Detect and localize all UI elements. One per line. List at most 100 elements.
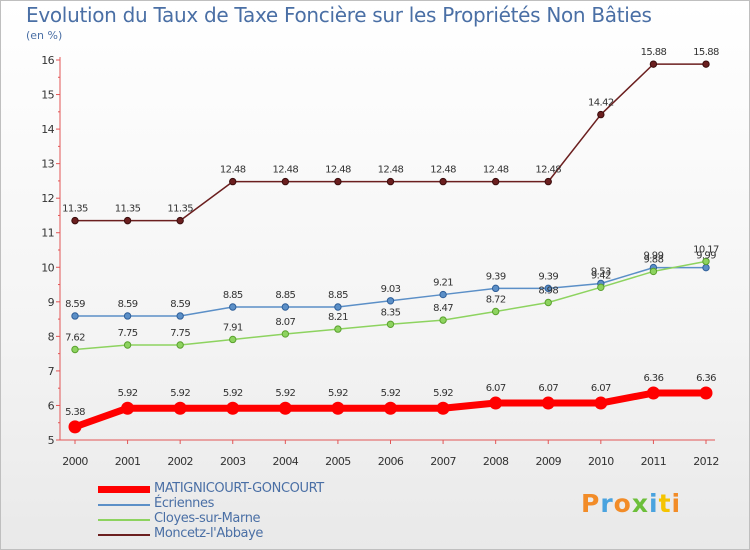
x-tick-label: 2012 <box>693 455 719 468</box>
data-point-cloyes-sur-marne <box>386 320 395 328</box>
data-point-moncetz-l-abbaye <box>281 177 290 186</box>
data-point-moncetz-l-abbaye <box>597 110 605 119</box>
data-label-cloyes-sur-marne: 8.07 <box>275 317 295 328</box>
data-point-criennes <box>439 290 447 299</box>
data-point-cloyes-sur-marne <box>71 345 79 354</box>
data-label-matignicourt-goncourt: 5.38 <box>65 407 85 418</box>
data-label-moncetz-l-abbaye: 12.48 <box>535 165 561 176</box>
data-label-criennes: 9.21 <box>433 278 453 289</box>
data-labels-layer: 11.35 11.35 11.35 12.48 12.48 12.48 12.48 12.48… <box>62 47 719 418</box>
data-point-matignicourt-goncourt <box>226 401 240 415</box>
y-tick-label: 14 <box>41 123 54 136</box>
data-label-moncetz-l-abbaye: 15.88 <box>693 47 719 58</box>
y-tick-label: 15 <box>41 89 54 102</box>
y-tick-label: 7 <box>48 365 55 378</box>
data-label-matignicourt-goncourt: 6.07 <box>538 383 558 394</box>
data-label-moncetz-l-abbaye: 12.48 <box>220 165 246 176</box>
data-label-cloyes-sur-marne: 8.47 <box>433 303 453 314</box>
legend-swatch-cloyes <box>98 518 150 521</box>
data-label-criennes: 9.03 <box>381 284 401 295</box>
data-point-criennes <box>281 303 290 311</box>
y-tick-label: 12 <box>41 192 54 205</box>
data-label-criennes: 9.39 <box>486 271 506 282</box>
y-tick-label: 16 <box>41 54 54 67</box>
data-point-moncetz-l-abbaye <box>334 177 342 186</box>
data-point-matignicourt-goncourt <box>541 396 555 410</box>
data-point-cloyes-sur-marne <box>176 341 184 349</box>
data-label-moncetz-l-abbaye: 12.48 <box>325 165 351 176</box>
legend-swatch-moncetz <box>98 533 150 536</box>
y-tick-label: 13 <box>41 158 54 171</box>
data-point-matignicourt-goncourt <box>121 401 135 415</box>
data-label-cloyes-sur-marne: 9.42 <box>591 270 611 281</box>
logo-letter: i <box>649 489 659 518</box>
data-point-matignicourt-goncourt <box>384 401 397 415</box>
data-label-criennes: 9.99 <box>643 251 663 262</box>
legend-label-ecriennes: Écriennes <box>154 496 214 511</box>
proxiti-logo: Proxiti <box>581 489 681 518</box>
data-label-matignicourt-goncourt: 5.92 <box>275 388 295 399</box>
data-label-matignicourt-goncourt: 5.92 <box>223 388 243 399</box>
y-tick-label: 5 <box>48 434 55 447</box>
data-label-moncetz-l-abbaye: 11.35 <box>167 204 193 215</box>
y-tick-label: 9 <box>48 296 55 309</box>
data-point-moncetz-l-abbaye <box>702 60 710 68</box>
data-point-cloyes-sur-marne <box>334 325 342 333</box>
y-tick-label: 8 <box>48 330 55 343</box>
data-label-cloyes-sur-marne: 9.88 <box>643 254 663 265</box>
data-point-criennes <box>334 303 342 311</box>
data-point-criennes <box>491 284 500 293</box>
legend-swatch-matignicourt <box>98 485 150 493</box>
data-point-cloyes-sur-marne <box>281 330 290 338</box>
chart-title: Evolution du Taux de Taxe Foncière sur l… <box>26 3 652 27</box>
data-point-moncetz-l-abbaye <box>229 177 237 186</box>
data-point-moncetz-l-abbaye <box>649 60 658 68</box>
legend-label-moncetz: Moncetz-l'Abbaye <box>154 526 264 541</box>
data-label-criennes: 9.99 <box>696 251 716 262</box>
series-line-moncetz-l-abbaye <box>74 63 707 222</box>
data-label-moncetz-l-abbaye: 12.48 <box>430 165 456 176</box>
data-label-matignicourt-goncourt: 5.92 <box>118 388 138 399</box>
data-point-criennes <box>702 263 710 272</box>
logo-letter: i <box>671 489 682 518</box>
data-point-criennes <box>176 312 184 320</box>
data-label-cloyes-sur-marne: 7.75 <box>170 328 190 339</box>
x-tick-label: 2002 <box>167 455 193 468</box>
data-point-matignicourt-goncourt <box>278 401 292 415</box>
x-tick-label: 2008 <box>483 455 509 468</box>
data-point-cloyes-sur-marne <box>491 307 500 316</box>
data-point-moncetz-l-abbaye <box>71 216 79 225</box>
legend-label-matignicourt: MATIGNICOURT-GONCOURT <box>154 481 324 496</box>
data-point-matignicourt-goncourt <box>489 396 503 410</box>
data-label-matignicourt-goncourt: 5.92 <box>328 388 348 399</box>
y-tick-label: 11 <box>41 227 54 240</box>
data-point-cloyes-sur-marne <box>229 335 237 344</box>
data-label-criennes: 8.85 <box>328 290 348 301</box>
data-label-matignicourt-goncourt: 5.92 <box>170 388 190 399</box>
logo-letter: r <box>600 489 614 518</box>
data-point-criennes <box>229 303 237 311</box>
legend-swatch-ecriennes <box>98 503 150 506</box>
x-tick-label: 2010 <box>588 455 614 468</box>
legend-label-cloyes: Cloyes-sur-Marne <box>154 511 261 526</box>
data-point-matignicourt-goncourt <box>68 420 82 434</box>
y-tick-label: 10 <box>41 261 54 274</box>
x-tick-label: 2011 <box>641 455 667 468</box>
data-label-cloyes-sur-marne: 7.91 <box>223 322 243 333</box>
data-label-cloyes-sur-marne: 8.21 <box>328 312 348 323</box>
data-point-criennes <box>386 297 395 305</box>
data-point-moncetz-l-abbaye <box>176 216 184 225</box>
data-label-cloyes-sur-marne: 8.72 <box>486 294 506 305</box>
data-label-matignicourt-goncourt: 6.36 <box>696 373 716 384</box>
series-layer <box>68 60 713 434</box>
data-label-moncetz-l-abbaye: 11.35 <box>115 204 141 215</box>
data-point-moncetz-l-abbaye <box>386 177 395 186</box>
data-point-cloyes-sur-marne <box>123 341 132 349</box>
x-tick-label: 2006 <box>378 455 404 468</box>
data-label-cloyes-sur-marne: 7.75 <box>118 328 138 339</box>
logo-letter: t <box>658 489 672 518</box>
data-label-matignicourt-goncourt: 5.92 <box>381 388 401 399</box>
data-label-moncetz-l-abbaye: 14.42 <box>588 98 614 109</box>
data-point-matignicourt-goncourt <box>331 401 345 415</box>
data-label-criennes: 8.85 <box>275 290 295 301</box>
